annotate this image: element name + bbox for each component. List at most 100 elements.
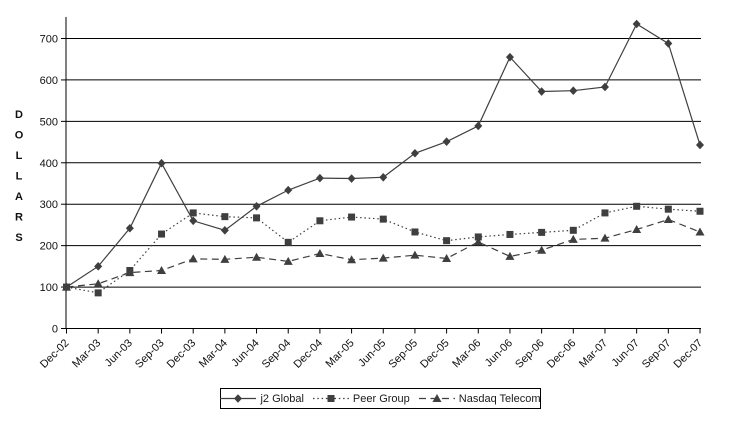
series-marker-nasdaq-telecom bbox=[157, 266, 167, 274]
series-marker-peer-group bbox=[411, 228, 419, 236]
series-nasdaq-telecom bbox=[62, 215, 705, 291]
x-tick-label: Dec-06 bbox=[545, 337, 579, 371]
series-marker-nasdaq-telecom bbox=[93, 279, 103, 288]
legend-label-peer-group: Peer Group bbox=[352, 392, 410, 405]
series-marker-j2-global bbox=[94, 262, 103, 271]
legend-marker-square-icon bbox=[327, 395, 335, 402]
series-marker-nasdaq-telecom bbox=[283, 256, 293, 265]
series-line-j2-global bbox=[66, 23, 701, 288]
series-marker-j2-global bbox=[284, 185, 293, 195]
series-marker-nasdaq-telecom bbox=[315, 249, 325, 258]
series-marker-nasdaq-telecom bbox=[537, 245, 547, 254]
series-marker-j2-global bbox=[220, 226, 229, 235]
y-axis-title-letter: O bbox=[15, 130, 24, 142]
series-marker-peer-group bbox=[601, 209, 609, 217]
series-marker-peer-group bbox=[348, 213, 356, 221]
series-marker-j2-global bbox=[410, 148, 419, 158]
series-marker-peer-group bbox=[221, 213, 229, 221]
legend-sample-square-icon bbox=[312, 395, 349, 402]
series-marker-peer-group bbox=[379, 215, 387, 223]
x-tick-label: Jun-06 bbox=[483, 337, 515, 369]
x-tick-label: Mar-04 bbox=[197, 337, 230, 370]
series-line-nasdaq-telecom bbox=[66, 218, 701, 288]
series-marker-j2-global bbox=[347, 174, 356, 183]
y-tick-label: 200 bbox=[40, 241, 58, 253]
series-marker-nasdaq-telecom bbox=[663, 215, 673, 224]
series-marker-nasdaq-telecom bbox=[62, 282, 71, 291]
y-axis-title-letter: L bbox=[16, 150, 23, 162]
series-marker-j2-global bbox=[632, 19, 641, 29]
series-marker-nasdaq-telecom bbox=[378, 253, 388, 262]
x-tick-label: Jun-07 bbox=[609, 337, 641, 369]
series-marker-nasdaq-telecom bbox=[252, 252, 262, 261]
series-marker-peer-group bbox=[569, 226, 577, 234]
series-marker-j2-global bbox=[664, 39, 673, 48]
series-marker-peer-group bbox=[506, 230, 514, 238]
series-marker-peer-group bbox=[538, 228, 546, 236]
y-tick-label: 100 bbox=[40, 282, 58, 294]
y-axis-title-letter: S bbox=[15, 232, 22, 244]
series-marker-j2-global bbox=[569, 86, 578, 95]
series-marker-peer-group bbox=[189, 209, 197, 217]
x-tick-label: Mar-06 bbox=[450, 337, 483, 370]
series-marker-nasdaq-telecom bbox=[473, 237, 483, 246]
series-marker-nasdaq-telecom bbox=[347, 255, 357, 264]
y-tick-label: 500 bbox=[40, 116, 58, 128]
series-marker-peer-group bbox=[94, 289, 102, 297]
series-marker-peer-group bbox=[253, 214, 261, 222]
y-tick-label: 600 bbox=[40, 75, 58, 87]
x-tick-label: Sep-03 bbox=[133, 337, 167, 371]
x-tick-label: Dec-02 bbox=[38, 337, 72, 371]
series-marker-j2-global bbox=[125, 223, 134, 233]
series-marker-j2-global bbox=[474, 121, 483, 131]
series-marker-peer-group bbox=[284, 238, 292, 246]
series-marker-j2-global bbox=[696, 140, 704, 150]
series-marker-j2-global bbox=[315, 173, 324, 183]
series-marker-peer-group bbox=[316, 217, 324, 225]
x-tick-label: Sep-05 bbox=[386, 337, 420, 371]
legend-item-peer-group: Peer Group bbox=[312, 392, 410, 405]
series-marker-nasdaq-telecom bbox=[695, 227, 705, 236]
series-marker-peer-group bbox=[443, 237, 451, 245]
y-tick-label: 0 bbox=[52, 324, 58, 336]
series-marker-j2-global bbox=[537, 87, 546, 96]
series-marker-j2-global bbox=[157, 158, 166, 168]
series-marker-nasdaq-telecom bbox=[632, 224, 642, 233]
x-tick-label: Sep-04 bbox=[260, 337, 294, 371]
series-peer-group bbox=[63, 202, 704, 297]
y-tick-label: 700 bbox=[40, 34, 58, 46]
legend-marker-triangle-icon bbox=[432, 394, 442, 402]
series-marker-nasdaq-telecom bbox=[505, 251, 515, 260]
x-tick-label: Sep-07 bbox=[640, 337, 674, 371]
x-tick-label: Jun-03 bbox=[103, 337, 135, 369]
series-line-peer-group bbox=[66, 205, 701, 294]
series-marker-peer-group bbox=[474, 233, 482, 241]
legend-item-j2-global: j2 Global bbox=[220, 393, 304, 405]
x-tick-label: Jun-05 bbox=[356, 337, 388, 369]
x-tick-label: Jun-04 bbox=[229, 337, 261, 369]
x-tick-label: Mar-03 bbox=[70, 337, 103, 370]
series-marker-j2-global bbox=[442, 137, 451, 146]
series-marker-peer-group bbox=[664, 205, 672, 213]
x-tick-label: Mar-05 bbox=[324, 337, 357, 370]
series-marker-peer-group bbox=[158, 230, 166, 238]
x-tick-label: Sep-06 bbox=[513, 337, 547, 371]
legend: j2 Global Peer Group Nasdaq Telecom bbox=[220, 388, 541, 409]
series-marker-nasdaq-telecom bbox=[220, 254, 230, 263]
series-marker-nasdaq-telecom bbox=[442, 253, 452, 262]
series-j2-global bbox=[62, 19, 704, 292]
series-marker-nasdaq-telecom bbox=[410, 250, 420, 259]
series-marker-peer-group bbox=[696, 207, 704, 215]
series-marker-nasdaq-telecom bbox=[600, 233, 610, 242]
legend-item-nasdaq-telecom: Nasdaq Telecom bbox=[418, 393, 541, 405]
x-tick-label: Dec-04 bbox=[291, 337, 325, 371]
y-tick-label: 300 bbox=[40, 199, 58, 211]
x-tick-label: Dec-07 bbox=[672, 337, 706, 371]
legend-marker-diamond-icon bbox=[234, 394, 243, 403]
x-tick-label: Dec-03 bbox=[165, 337, 199, 371]
y-axis-title-letter: A bbox=[15, 191, 23, 203]
y-tick-label: 400 bbox=[40, 158, 58, 170]
series-marker-j2-global bbox=[252, 201, 261, 211]
